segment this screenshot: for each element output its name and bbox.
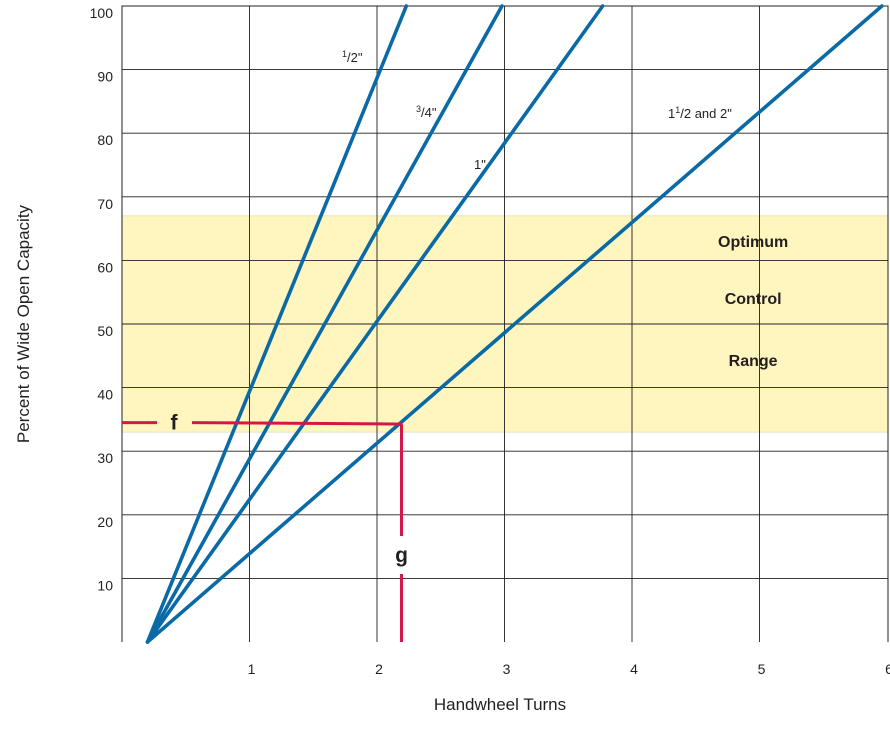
label-layer: Handwheel Turns Percent of Wide Open Cap… (14, 5, 890, 714)
series-line-1 (145, 4, 409, 644)
marker-g-label: g (395, 544, 408, 567)
x-tick-1: 1 (248, 661, 256, 677)
marker-f-label: f (171, 412, 179, 435)
marker-layer (122, 421, 403, 642)
x-tick-5: 5 (758, 661, 766, 677)
x-axis-title: Handwheel Turns (434, 695, 566, 714)
series-line-3 (145, 4, 605, 644)
y-tick-10: 10 (97, 577, 113, 593)
x-tick-4: 4 (630, 661, 638, 677)
y-tick-30: 30 (97, 450, 113, 466)
band-label-optimum: Optimum (718, 234, 788, 251)
y-tick-20: 20 (97, 514, 113, 530)
series-label-3: 1" (474, 157, 486, 172)
marker-f-line-right (191, 421, 403, 426)
series-label-4: 11/2 and 2" (668, 105, 732, 121)
series-label-1: 1/2" (342, 49, 363, 65)
grid-layer (121, 5, 889, 642)
y-tick-70: 70 (97, 196, 113, 212)
y-tick-60: 60 (97, 259, 113, 275)
y-tick-100: 100 (90, 5, 114, 21)
band-label-range: Range (729, 353, 778, 370)
series-line-2 (145, 4, 504, 644)
y-tick-90: 90 (97, 69, 113, 85)
y-tick-50: 50 (97, 323, 113, 339)
band-label-control: Control (725, 291, 782, 308)
y-axis-title: Percent of Wide Open Capacity (14, 204, 33, 443)
series-layer (145, 4, 884, 644)
series-label-2: 3/4" (416, 104, 437, 120)
series-line-4 (145, 4, 884, 644)
plot-frame (121, 5, 889, 642)
x-tick-3: 3 (503, 661, 511, 677)
y-tick-80: 80 (97, 132, 113, 148)
x-tick-2: 2 (375, 661, 383, 677)
y-tick-40: 40 (97, 387, 113, 403)
x-tick-6: 6 (885, 661, 890, 677)
